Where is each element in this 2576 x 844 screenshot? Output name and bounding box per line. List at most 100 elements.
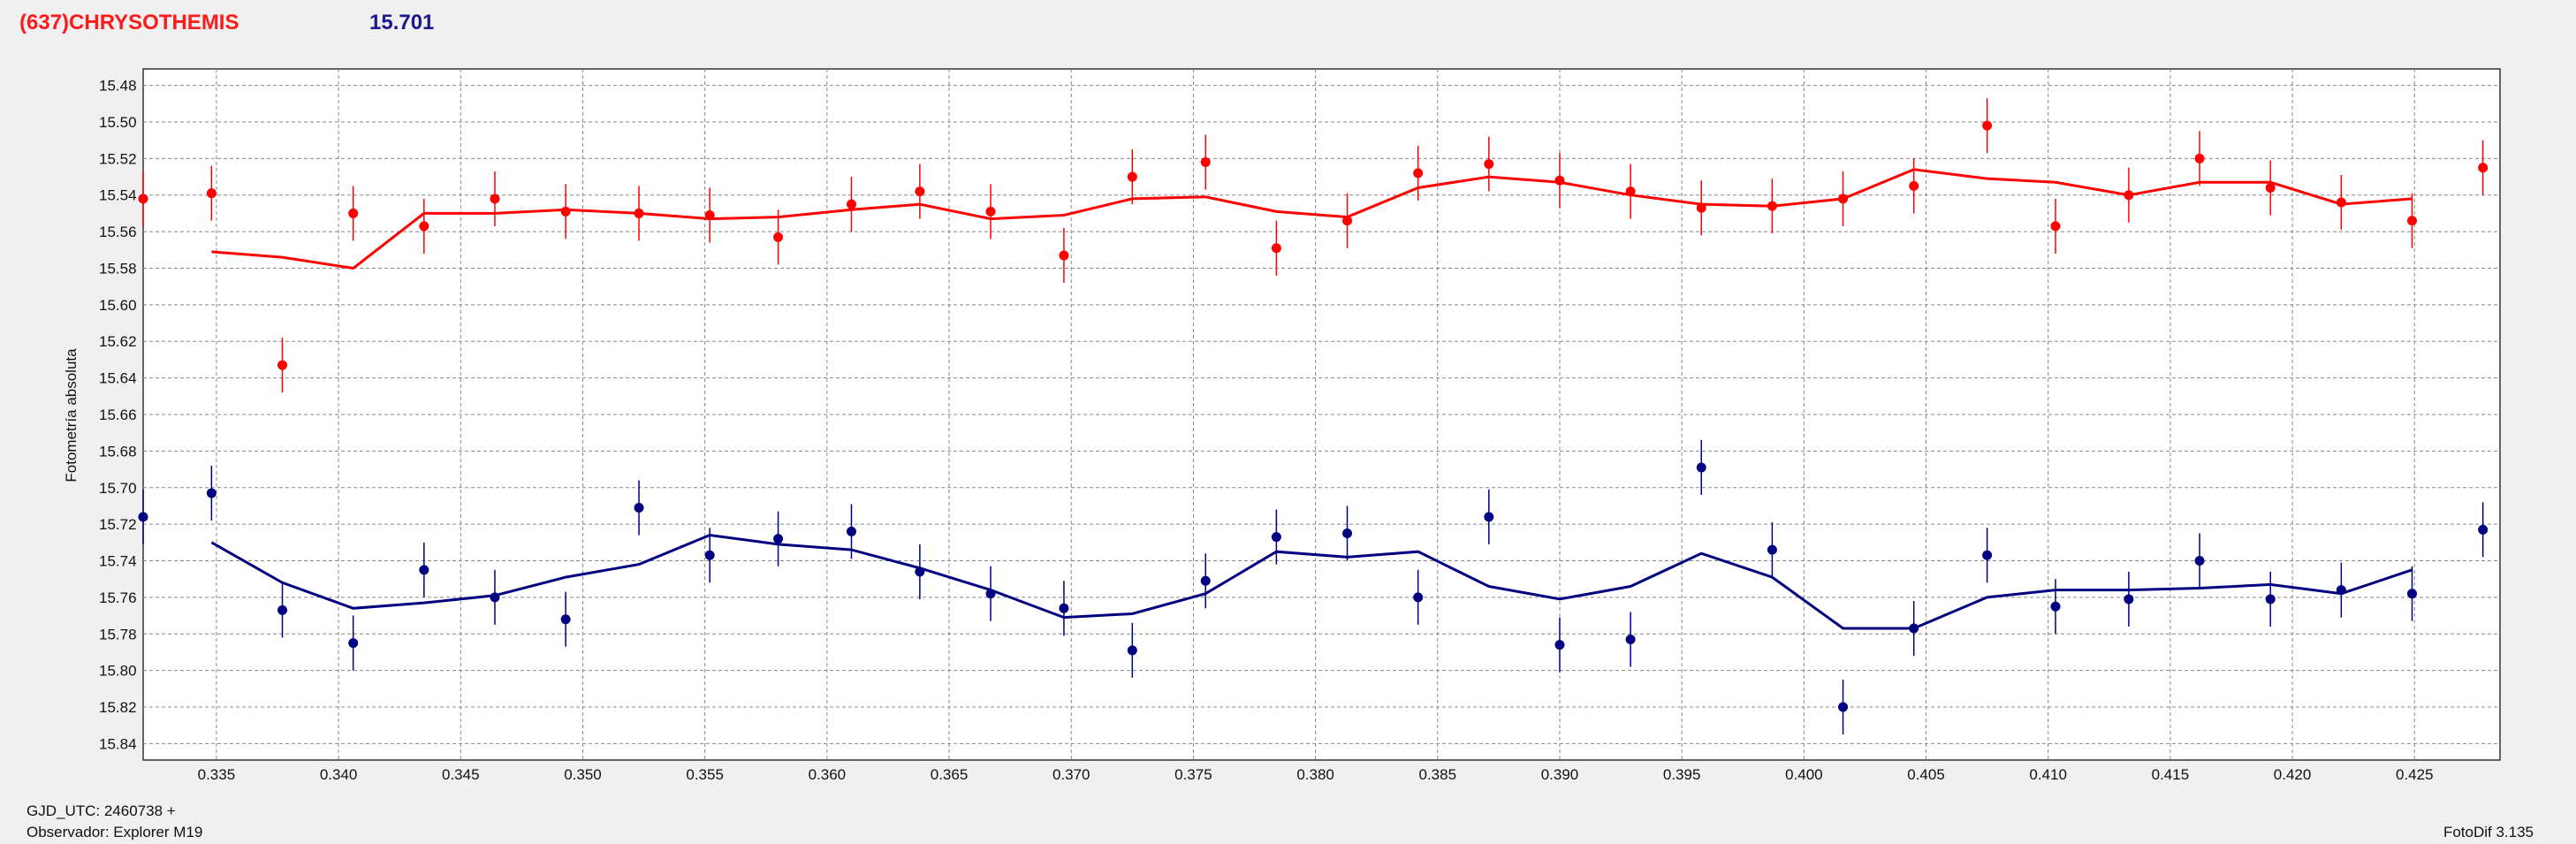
data-point: [985, 589, 996, 599]
software-version: FotoDif 3.135: [2443, 824, 2534, 840]
data-point: [138, 512, 148, 522]
data-point: [2124, 190, 2134, 201]
data-point: [2407, 589, 2418, 599]
data-point: [1271, 532, 1281, 543]
observer-label: Observador: Explorer M19: [27, 824, 203, 840]
y-tick-label: 15.84: [99, 735, 137, 752]
data-point: [277, 360, 288, 370]
x-tick-label: 0.380: [1296, 766, 1334, 783]
x-tick-label: 0.415: [2152, 766, 2190, 783]
y-tick-label: 15.82: [99, 699, 137, 716]
object-name-title: (637)CHRYSOTHEMIS: [19, 11, 239, 34]
data-point: [1838, 702, 1849, 712]
data-point: [419, 221, 429, 232]
data-point: [560, 206, 571, 217]
data-point: [1554, 175, 1565, 186]
data-point: [1909, 180, 1919, 191]
magnitude-value: 15.701: [369, 11, 435, 34]
data-point: [1413, 592, 1424, 603]
x-tick-label: 0.395: [1663, 766, 1701, 783]
data-point: [490, 592, 500, 603]
data-point: [846, 526, 856, 536]
data-point: [348, 638, 359, 649]
data-point: [1413, 168, 1424, 179]
data-point: [915, 186, 925, 197]
data-point: [419, 565, 429, 575]
data-point: [704, 210, 715, 221]
x-tick-label: 0.340: [320, 766, 358, 783]
y-tick-label: 15.66: [99, 407, 137, 423]
data-point: [1484, 512, 1494, 522]
y-tick-label: 15.54: [99, 187, 137, 204]
data-point: [634, 503, 644, 513]
x-tick-label: 0.385: [1419, 766, 1457, 783]
data-point: [915, 566, 925, 577]
y-tick-label: 15.76: [99, 589, 137, 606]
data-point: [2124, 594, 2134, 604]
data-point: [348, 208, 359, 218]
data-point: [1271, 243, 1281, 254]
y-tick-label: 15.52: [99, 150, 137, 167]
data-point: [1767, 544, 1777, 555]
data-point: [2478, 524, 2489, 535]
data-point: [1767, 201, 1777, 211]
data-point: [2478, 163, 2489, 173]
data-point: [2407, 216, 2418, 226]
y-tick-label: 15.50: [99, 114, 137, 131]
data-point: [2265, 594, 2276, 604]
data-point: [490, 194, 500, 204]
data-point: [1059, 250, 1069, 261]
y-tick-label: 15.58: [99, 260, 137, 277]
data-point: [1696, 202, 1706, 213]
y-tick-label: 15.64: [99, 370, 137, 387]
x-tick-label: 0.345: [442, 766, 480, 783]
data-point: [2050, 221, 2061, 232]
y-tick-label: 15.68: [99, 443, 137, 460]
x-tick-label: 0.350: [564, 766, 602, 783]
y-tick-label: 15.60: [99, 297, 137, 314]
x-tick-label: 0.390: [1541, 766, 1579, 783]
data-point: [1838, 194, 1849, 204]
data-point: [1127, 645, 1137, 656]
data-point: [1200, 575, 1211, 586]
data-point: [277, 604, 288, 615]
data-point: [773, 232, 784, 242]
data-point: [1484, 159, 1494, 170]
y-tick-label: 15.62: [99, 333, 137, 350]
data-point: [985, 206, 996, 217]
data-point: [704, 550, 715, 560]
grid-lines: [143, 69, 2500, 760]
data-point: [1625, 186, 1636, 197]
x-tick-label: 0.420: [2274, 766, 2312, 783]
data-point: [2050, 601, 2061, 612]
data-point: [206, 188, 217, 199]
data-point: [1200, 157, 1211, 168]
series-blue: [138, 439, 2489, 735]
x-tick-label: 0.370: [1052, 766, 1090, 783]
gjd-label: GJD_UTC: 2460738 +: [27, 802, 176, 819]
data-point: [1059, 603, 1069, 613]
data-point: [1342, 528, 1353, 538]
x-tick-label: 0.360: [809, 766, 847, 783]
x-axis-ticks: 0.335 0.340 0.345 0.350 0.355 0.360 0.365 0.370…: [198, 766, 2434, 783]
y-tick-label: 15.78: [99, 626, 137, 643]
y-axis-label: Fotometría absoluta: [63, 348, 80, 483]
x-tick-label: 0.355: [686, 766, 724, 783]
data-point: [206, 488, 217, 498]
x-tick-label: 0.400: [1785, 766, 1823, 783]
x-tick-label: 0.375: [1174, 766, 1212, 783]
data-point: [634, 208, 644, 218]
y-tick-label: 15.48: [99, 78, 137, 95]
y-tick-label: 15.72: [99, 516, 137, 533]
data-point: [1982, 120, 1993, 131]
y-tick-label: 15.80: [99, 663, 137, 680]
y-tick-label: 15.56: [99, 224, 137, 240]
y-axis-ticks: 15.48 15.50 15.52 15.54 15.56 15.58 15.60 15.62…: [99, 78, 137, 753]
data-point: [2336, 585, 2346, 596]
data-point: [2265, 182, 2276, 193]
x-tick-label: 0.365: [931, 766, 969, 783]
data-point: [1909, 623, 1919, 634]
data-point: [2194, 153, 2205, 163]
data-point: [138, 194, 148, 204]
